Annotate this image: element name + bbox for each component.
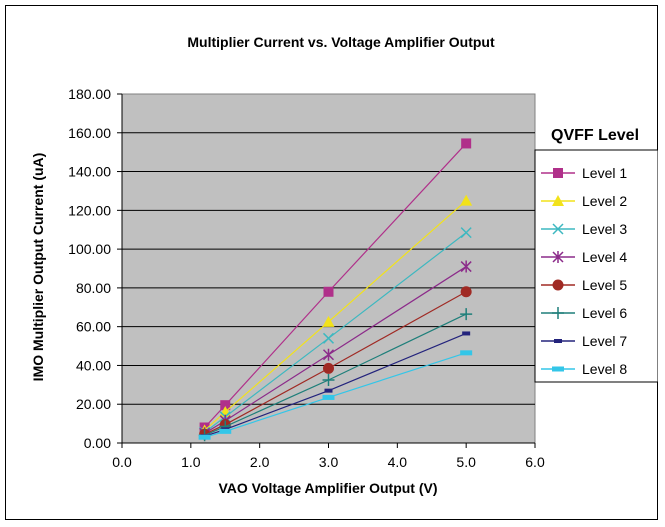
- legend-item: Level 4: [541, 249, 627, 265]
- y-tick-label: 180.00: [68, 86, 111, 102]
- data-point: [322, 348, 335, 361]
- data-point: [460, 308, 473, 321]
- series-line: [204, 352, 467, 438]
- legend-item: Level 3: [541, 221, 627, 237]
- legend-label: Level 2: [582, 193, 627, 209]
- legend-marker: [552, 307, 564, 319]
- data-point: [219, 428, 232, 434]
- legend-marker: [553, 168, 563, 178]
- x-tick-label: 2.0: [250, 454, 270, 470]
- x-axis-ticks: 0.0 1.0 2.0 3.0 4.0 5.0 6.0: [112, 443, 545, 470]
- y-tick-label: 120.00: [68, 202, 111, 218]
- series-line: [204, 266, 467, 434]
- legend: Level 1 Level 2 Level 3 Level 4 Level 5 Level…: [541, 165, 627, 377]
- x-tick-label: 0.0: [112, 454, 132, 470]
- legend-label: Level 4: [582, 249, 627, 265]
- legend-item: Level 6: [541, 305, 627, 321]
- data-point: [220, 400, 231, 411]
- y-tick-label: 20.00: [76, 396, 111, 412]
- legend-label: Level 6: [582, 305, 627, 321]
- x-tick-label: 4.0: [388, 454, 408, 470]
- series-line: [204, 200, 467, 431]
- y-tick-label: 140.00: [68, 164, 111, 180]
- data-point: [460, 350, 473, 356]
- data-point: [462, 331, 471, 336]
- data-point: [461, 138, 472, 149]
- data-point: [322, 315, 335, 327]
- y-tick-label: 0.00: [84, 435, 111, 451]
- legend-box: [534, 149, 659, 383]
- data-point: [322, 373, 335, 386]
- legend-marker: [552, 366, 564, 372]
- legend-marker: [552, 251, 564, 263]
- series-line: [204, 232, 467, 433]
- y-tick-label: 80.00: [76, 280, 111, 296]
- chart-frame: Multiplier Current vs. Voltage Amplifier…: [5, 5, 659, 520]
- legend-marker: [552, 223, 564, 235]
- data-point: [323, 362, 334, 374]
- data-point: [324, 388, 333, 393]
- series-8: [198, 350, 473, 440]
- chart: Multiplier Current vs. Voltage Amplifier…: [5, 5, 659, 520]
- data-point: [322, 332, 335, 344]
- x-axis-label: VAO Voltage Amplifier Output (V): [218, 480, 437, 496]
- data-point: [198, 434, 211, 440]
- y-axis-label: IMO Multiplier Output Current (uA): [30, 153, 46, 382]
- legend-item: Level 8: [541, 361, 627, 377]
- legend-label: Level 3: [582, 221, 627, 237]
- y-tick-label: 160.00: [68, 125, 111, 141]
- data-point: [460, 260, 472, 273]
- x-tick-label: 6.0: [525, 454, 545, 470]
- data-point: [460, 227, 472, 239]
- chart-title: Multiplier Current vs. Voltage Amplifier…: [187, 34, 495, 50]
- series-line: [204, 143, 467, 428]
- legend-item: Level 2: [541, 193, 627, 209]
- data-point: [322, 394, 335, 400]
- x-tick-label: 3.0: [319, 454, 339, 470]
- series-line: [204, 313, 467, 436]
- legend-item: Level 7: [541, 333, 627, 349]
- series-line: [204, 291, 467, 435]
- legend-item: Level 5: [541, 277, 627, 293]
- legend-title: QVFF Level: [551, 127, 639, 144]
- data-point: [323, 286, 334, 297]
- y-axis-ticks: 0.00 20.00 40.00 60.00 80.00 100.00 120.00 140.…: [68, 86, 122, 451]
- legend-item: Level 1: [541, 165, 627, 181]
- y-tick-label: 100.00: [68, 241, 111, 257]
- legend-label: Level 8: [582, 361, 627, 377]
- legend-label: Level 7: [582, 333, 627, 349]
- legend-marker: [552, 279, 564, 291]
- legend-label: Level 1: [582, 165, 627, 181]
- series-layer: [198, 138, 473, 442]
- x-tick-label: 5.0: [456, 454, 476, 470]
- x-tick-label: 1.0: [181, 454, 201, 470]
- series-line: [204, 332, 467, 437]
- y-tick-label: 60.00: [76, 319, 111, 335]
- legend-marker: [554, 339, 562, 343]
- data-point: [460, 194, 473, 206]
- data-point: [460, 286, 472, 298]
- y-tick-label: 40.00: [76, 357, 111, 373]
- legend-label: Level 5: [582, 277, 627, 293]
- legend-marker: [552, 195, 564, 206]
